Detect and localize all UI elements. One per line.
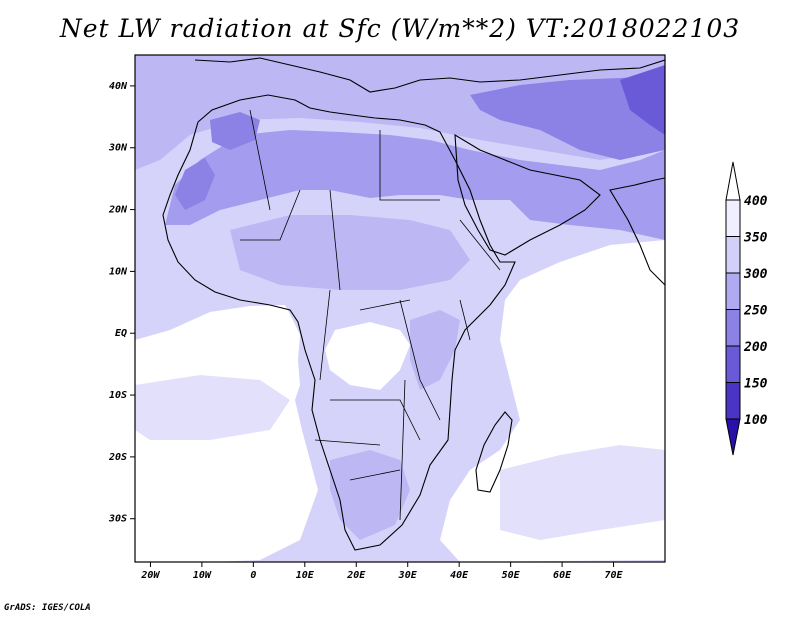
lon-tick-label: 10W: [193, 570, 212, 581]
lat-tick-label: EQ: [115, 328, 127, 339]
colorbar: 400 350 300 250 200 150 100: [725, 161, 768, 456]
field-darker-middle-east: [470, 75, 665, 160]
colorbar-label: 400: [744, 194, 768, 209]
colorbar-label: 300: [743, 267, 768, 282]
chart-title: Net LW radiation at Sfc (W/m**2) VT:2018…: [59, 14, 741, 43]
field-light-indianband: [500, 445, 665, 540]
colorbar-box: [725, 382, 741, 420]
colorbar-triangle-high: [725, 161, 741, 201]
colorbar-label: 200: [743, 340, 768, 355]
lat-tick-label: 10S: [109, 390, 127, 401]
field-darker-himalaya: [620, 65, 665, 135]
field-darker-westsahara: [175, 158, 215, 210]
colorbar-label: 100: [744, 413, 768, 428]
africa-coastline: [162, 94, 516, 551]
lat-tick-label: 20N: [108, 205, 128, 216]
field-white-congo: [325, 322, 410, 390]
lon-tick-label: 60E: [553, 570, 572, 581]
colorbar-label: 250: [743, 304, 768, 319]
colorbar-box: [725, 345, 741, 383]
colorbar-box: [725, 309, 741, 347]
madagascar-coastline: [475, 411, 513, 493]
field-light-atlanticband: [135, 375, 290, 440]
lon-tick-label: 70E: [605, 570, 624, 581]
lon-tick-label: 40E: [450, 570, 469, 581]
country-borders: [240, 109, 501, 521]
colorbar-box: [725, 272, 741, 310]
shaded-field: [135, 55, 665, 562]
lat-tick-label: 20S: [108, 452, 127, 463]
lon-tick-label: 10E: [296, 570, 315, 581]
coastlines: [162, 57, 665, 551]
field-darker-atlas: [210, 112, 260, 150]
lat-tick-label: 30S: [108, 514, 127, 525]
india-coastline: [609, 177, 665, 286]
colorbar-label: 150: [744, 377, 768, 392]
plot-frame: [134, 54, 666, 563]
lon-tick-label: 0: [250, 570, 256, 581]
lat-tick-label: 10N: [109, 266, 128, 277]
lon-tick-label: 20W: [140, 570, 160, 581]
colorbar-box: [725, 236, 741, 274]
colorbar-box: [725, 199, 741, 237]
arabia-coastline: [454, 133, 601, 256]
lon-tick-label: 50E: [502, 570, 521, 581]
lat-tick-label: 40N: [109, 81, 128, 92]
field-mid-sahel: [230, 215, 470, 290]
lat-tick-label: 30N: [108, 143, 128, 154]
field-mid-eastafrica: [410, 310, 460, 390]
field-mid-sahara: [165, 130, 665, 240]
lon-tick-label: 20E: [346, 570, 366, 581]
credit-text: GrADS: IGES/COLA: [4, 603, 91, 613]
europe-coastline: [194, 57, 665, 93]
axis-ticks: 20W 10W 0 10E 20E 30E 40E 50E 60E 70E 40N 30N 20N 10N…: [108, 81, 624, 581]
colorbar-triangle-low: [725, 418, 741, 456]
colorbar-label: 350: [743, 231, 768, 246]
field-mid-southafrica: [330, 450, 410, 540]
lon-tick-label: 30E: [398, 570, 418, 581]
